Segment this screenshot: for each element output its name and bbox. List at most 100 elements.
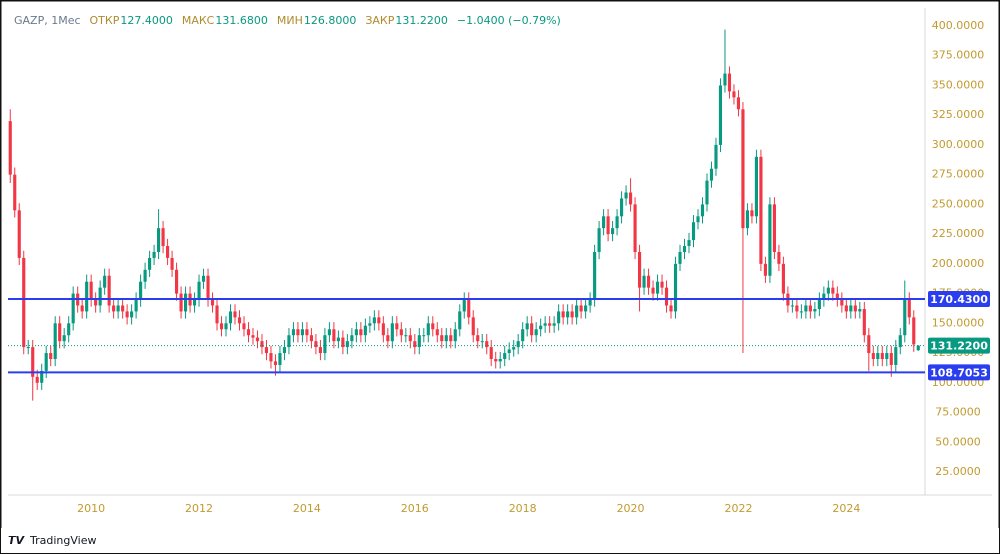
candle-body xyxy=(467,299,471,318)
candle-body xyxy=(246,329,251,336)
footer xyxy=(1,528,999,553)
level-label: 108.7053 xyxy=(930,366,988,379)
candle-body xyxy=(215,305,219,324)
legend-field-label: ЗАКР xyxy=(365,14,394,27)
candle-body xyxy=(799,311,803,313)
candle-body xyxy=(206,275,210,300)
candle-body xyxy=(255,337,260,342)
candle-body xyxy=(44,353,48,371)
candle-body xyxy=(116,305,120,312)
candle-body xyxy=(148,257,152,270)
candle-body xyxy=(98,287,102,306)
candle-body xyxy=(242,323,246,330)
candle-body xyxy=(772,204,776,252)
candle-body xyxy=(161,228,165,247)
last-price-badge xyxy=(928,337,990,354)
candle-body xyxy=(682,246,687,252)
candle-body xyxy=(624,192,628,199)
candle-body xyxy=(233,311,237,318)
candle-body xyxy=(593,251,597,300)
candle-body xyxy=(350,335,354,342)
candle-body xyxy=(894,347,898,365)
y-tick-label: 75.0000 xyxy=(935,406,981,419)
candle-body xyxy=(58,323,62,342)
candle-body xyxy=(471,317,475,336)
candle-body xyxy=(637,251,642,288)
candle-body xyxy=(678,251,682,264)
candle-body xyxy=(210,299,215,306)
candle-body xyxy=(516,341,520,348)
candle-body xyxy=(822,293,826,300)
candle-body xyxy=(112,305,116,312)
candle-body xyxy=(152,251,156,258)
candle-body xyxy=(548,323,552,326)
candle-body xyxy=(880,353,884,360)
candle-body xyxy=(435,329,439,336)
last-price-label: 131.2200 xyxy=(930,340,988,353)
legend-change: −1.0400 (−0.79%) xyxy=(457,14,561,27)
candle-body xyxy=(305,329,309,336)
candle-body xyxy=(26,347,30,349)
candle-body xyxy=(345,341,349,348)
candle-body xyxy=(521,329,525,342)
candle-body xyxy=(727,73,732,92)
candle-body xyxy=(390,323,394,342)
candle-body xyxy=(570,311,574,318)
candle-body xyxy=(732,91,736,98)
candle-body xyxy=(561,311,565,318)
candle-body xyxy=(449,335,453,342)
candle-body xyxy=(763,263,767,276)
candle-body xyxy=(264,347,269,354)
candle-body xyxy=(377,317,381,324)
x-tick-label: 2018 xyxy=(509,502,537,515)
candle-body xyxy=(530,323,534,336)
candle-body xyxy=(408,335,412,342)
candle-body xyxy=(143,269,147,282)
candle-body xyxy=(754,156,759,217)
candle-body xyxy=(714,144,718,169)
y-tick-label: 375.0000 xyxy=(932,49,985,62)
candle-body xyxy=(507,349,511,354)
legend-field-label: МИН xyxy=(277,14,303,27)
candle-body xyxy=(201,275,206,282)
candle-body xyxy=(853,305,857,312)
legend-field-value: 127.4000 xyxy=(120,14,173,27)
candle-body xyxy=(85,281,89,312)
candle-body xyxy=(224,323,228,330)
candle-body xyxy=(314,341,318,348)
candle-body xyxy=(709,168,714,181)
legend-field-label: ОТКР xyxy=(90,14,120,27)
candle-body xyxy=(741,109,745,229)
candle-body xyxy=(795,305,799,312)
candle-body xyxy=(62,335,66,342)
candle-body xyxy=(282,347,287,354)
candle-body xyxy=(166,246,170,258)
candle-body xyxy=(552,323,556,326)
candle-body xyxy=(278,353,282,365)
logo-mark: 𝙏𝙑 xyxy=(8,534,26,547)
x-tick-label: 2012 xyxy=(185,502,213,515)
candle-body xyxy=(273,361,278,365)
candle-body xyxy=(228,311,233,324)
candle-body xyxy=(588,299,592,306)
candle-body xyxy=(669,305,673,312)
candle-body xyxy=(125,311,129,318)
candle-body xyxy=(269,353,273,362)
y-tick-label: 300.0000 xyxy=(932,138,985,151)
candle-body xyxy=(512,347,516,350)
x-tick-label: 2014 xyxy=(293,502,321,515)
candle-body xyxy=(336,337,340,342)
candle-body xyxy=(291,329,296,336)
candle-body xyxy=(628,192,633,205)
candle-body xyxy=(691,222,696,241)
y-tick-label: 250.0000 xyxy=(932,197,985,210)
candle-body xyxy=(615,216,619,229)
watermark: TradingView xyxy=(29,534,96,547)
candle-body xyxy=(363,325,367,336)
candle-body xyxy=(664,287,669,306)
candle-body xyxy=(426,323,430,336)
candle-body xyxy=(750,210,754,217)
candle-body xyxy=(179,293,183,312)
candle-body xyxy=(8,121,12,175)
candle-body xyxy=(642,275,646,288)
